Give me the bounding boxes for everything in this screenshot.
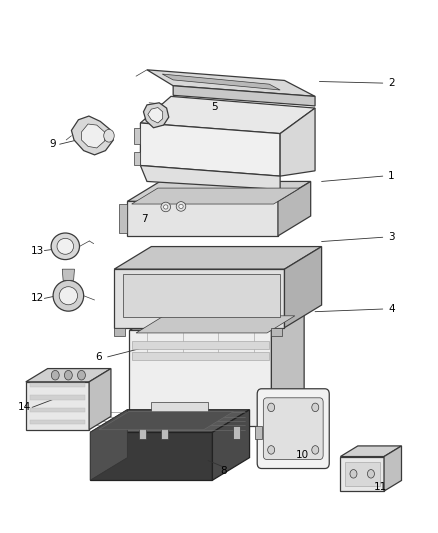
Polygon shape <box>141 96 315 134</box>
Polygon shape <box>233 426 240 439</box>
Ellipse shape <box>179 204 183 208</box>
Polygon shape <box>30 408 85 412</box>
Text: 7: 7 <box>141 214 148 224</box>
Circle shape <box>312 446 319 454</box>
Polygon shape <box>151 402 208 413</box>
Polygon shape <box>90 410 250 432</box>
Text: 1: 1 <box>388 171 395 181</box>
Polygon shape <box>26 382 89 430</box>
Polygon shape <box>280 108 315 176</box>
Polygon shape <box>139 426 146 439</box>
Polygon shape <box>141 123 280 176</box>
Polygon shape <box>81 124 105 148</box>
Polygon shape <box>147 70 315 96</box>
Polygon shape <box>123 274 280 317</box>
Polygon shape <box>90 410 127 480</box>
Polygon shape <box>141 165 280 189</box>
FancyBboxPatch shape <box>263 398 323 459</box>
Circle shape <box>367 470 374 478</box>
Text: 12: 12 <box>31 293 44 303</box>
Circle shape <box>350 470 357 478</box>
Polygon shape <box>162 74 280 90</box>
Polygon shape <box>99 411 233 430</box>
Polygon shape <box>345 462 380 486</box>
Circle shape <box>78 370 85 380</box>
Text: 5: 5 <box>211 102 218 112</box>
Polygon shape <box>272 328 283 336</box>
Polygon shape <box>134 128 141 144</box>
Ellipse shape <box>59 287 78 305</box>
Circle shape <box>268 446 275 454</box>
Polygon shape <box>71 116 113 155</box>
Polygon shape <box>30 395 85 400</box>
Polygon shape <box>255 426 262 439</box>
Polygon shape <box>161 426 168 439</box>
Text: 11: 11 <box>374 482 387 492</box>
Polygon shape <box>194 294 205 308</box>
Text: 8: 8 <box>220 466 227 476</box>
Polygon shape <box>285 247 321 328</box>
Polygon shape <box>384 446 402 491</box>
Circle shape <box>312 403 319 411</box>
Polygon shape <box>136 316 295 333</box>
Polygon shape <box>132 341 269 349</box>
Text: 4: 4 <box>388 304 395 314</box>
Text: 14: 14 <box>18 402 32 413</box>
Circle shape <box>268 403 275 411</box>
Polygon shape <box>173 86 315 106</box>
Polygon shape <box>89 368 111 430</box>
Polygon shape <box>340 457 384 491</box>
Polygon shape <box>30 383 85 387</box>
Polygon shape <box>134 152 141 165</box>
Polygon shape <box>127 201 278 236</box>
Polygon shape <box>26 368 111 382</box>
Circle shape <box>64 370 72 380</box>
Text: 6: 6 <box>95 352 102 362</box>
Polygon shape <box>132 352 269 360</box>
FancyBboxPatch shape <box>257 389 329 469</box>
Polygon shape <box>130 330 272 426</box>
Polygon shape <box>119 204 127 233</box>
Polygon shape <box>62 269 74 280</box>
Polygon shape <box>212 410 250 480</box>
Ellipse shape <box>163 205 168 209</box>
Polygon shape <box>148 108 162 123</box>
Polygon shape <box>272 310 304 426</box>
Polygon shape <box>127 181 311 201</box>
Polygon shape <box>132 188 300 204</box>
Polygon shape <box>114 269 285 328</box>
Text: 10: 10 <box>295 450 308 460</box>
Polygon shape <box>340 446 402 457</box>
Polygon shape <box>130 310 304 330</box>
Text: 13: 13 <box>31 246 44 255</box>
Polygon shape <box>90 432 212 480</box>
Ellipse shape <box>176 201 186 211</box>
Ellipse shape <box>57 238 74 254</box>
Polygon shape <box>30 420 85 424</box>
Polygon shape <box>278 181 311 236</box>
Polygon shape <box>114 328 125 336</box>
Ellipse shape <box>51 233 80 260</box>
Polygon shape <box>150 294 161 308</box>
Polygon shape <box>144 103 169 128</box>
Text: 9: 9 <box>50 139 57 149</box>
Polygon shape <box>114 247 321 269</box>
Circle shape <box>104 130 114 142</box>
Ellipse shape <box>53 280 84 311</box>
Text: 3: 3 <box>388 232 395 243</box>
Circle shape <box>51 370 59 380</box>
Ellipse shape <box>161 202 170 212</box>
Text: 2: 2 <box>388 78 395 88</box>
